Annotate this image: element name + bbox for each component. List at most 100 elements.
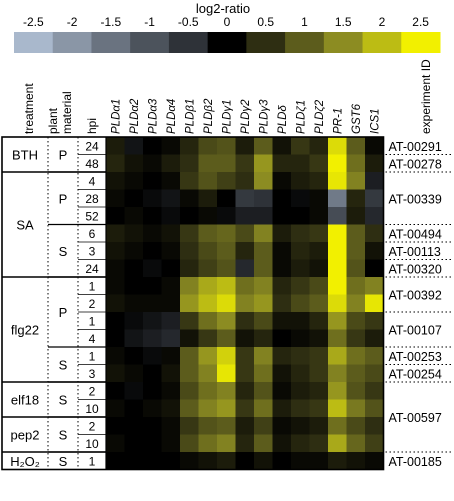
heatmap-cell xyxy=(365,329,384,348)
heatmap-cell xyxy=(143,259,162,278)
heatmap-cell xyxy=(365,242,384,260)
heatmap-cell xyxy=(309,277,329,295)
heatmap-cell xyxy=(161,452,181,470)
heatmap-cell xyxy=(198,137,218,155)
heatmap-cell xyxy=(198,259,218,278)
heatmap-cell xyxy=(272,399,292,418)
heatmap-cell xyxy=(254,242,273,260)
heatmap-cell xyxy=(235,242,255,260)
heatmap-cell xyxy=(309,172,329,190)
heatmap-cell xyxy=(180,137,199,155)
heatmap-cell xyxy=(198,417,218,435)
heatmap-cell xyxy=(198,364,218,383)
gene-label: PLDα4 xyxy=(166,99,178,134)
heatmap-cell xyxy=(161,329,181,348)
heatmap-cell xyxy=(328,294,347,313)
heatmap-cell xyxy=(106,382,125,400)
heatmap-cell xyxy=(291,137,310,155)
heatmap-cell xyxy=(161,312,181,330)
heatmap-cell xyxy=(143,137,162,155)
heatmap-cell xyxy=(272,452,292,470)
heatmap-cell xyxy=(272,312,292,330)
heatmap-cell xyxy=(328,242,347,260)
heatmap-cell xyxy=(106,329,125,348)
heatmap-cell xyxy=(124,154,144,173)
heatmap-cell xyxy=(217,312,236,330)
heatmap-cell xyxy=(346,137,366,155)
heatmap-cell xyxy=(365,364,384,383)
heatmap-cell xyxy=(161,189,181,208)
heatmap-cell xyxy=(328,277,347,295)
heatmap-cell xyxy=(291,294,310,313)
heatmap-cell xyxy=(254,364,273,383)
heatmap-cell xyxy=(328,382,347,400)
heatmap-cell xyxy=(180,154,199,173)
hpi-label: 52 xyxy=(85,209,99,223)
experiment-id: AT-00320 xyxy=(389,262,442,276)
gene-label: PLDζ1 xyxy=(295,100,307,134)
heatmap-cell xyxy=(272,294,292,313)
heatmap-cell xyxy=(180,312,199,330)
heatmap-cell xyxy=(235,347,255,365)
heatmap-cell xyxy=(365,137,384,155)
heatmap-cell xyxy=(309,224,329,243)
heatmap-cell xyxy=(106,364,125,383)
heatmap-cell xyxy=(217,329,236,348)
heatmap-cell xyxy=(272,137,292,155)
heatmap-cell xyxy=(161,294,181,313)
heatmap-cell xyxy=(272,154,292,173)
gene-label: PLDδ xyxy=(277,105,289,134)
gene-label: PLDγ3 xyxy=(258,99,270,134)
heatmap-cell xyxy=(291,452,310,470)
heatmap-cell xyxy=(254,172,273,190)
colorbar-tick-label: 2.5 xyxy=(412,15,429,29)
heatmap-cell xyxy=(180,347,199,365)
heatmap-cell xyxy=(328,417,347,435)
colorbar-segment xyxy=(246,32,286,53)
heatmap-cell xyxy=(124,434,144,453)
heatmap-cell xyxy=(272,242,292,260)
heatmap-cell xyxy=(235,224,255,243)
heatmap-cell xyxy=(328,452,347,470)
heatmap-cell xyxy=(309,364,329,383)
heatmap-cell xyxy=(217,434,236,453)
heatmap-cell xyxy=(143,224,162,243)
heatmap-cell xyxy=(106,399,125,418)
heatmap-cell xyxy=(254,417,273,435)
colorbar-tick-label: -1.5 xyxy=(100,15,121,29)
heatmap-cell xyxy=(143,312,162,330)
heatmap-cell xyxy=(328,347,347,365)
gene-label: PLDγ1 xyxy=(221,99,233,134)
row-labels: BTHSAflg22elf18pep2H₂O₂PPSPSSSS244842852… xyxy=(1,136,452,471)
heatmap-cell xyxy=(235,364,255,383)
experiment-id: AT-00392 xyxy=(389,289,442,303)
experiment-id: AT-00278 xyxy=(389,157,442,171)
heatmap-cell xyxy=(254,189,273,208)
heatmap-cell xyxy=(291,277,310,295)
colorbar-tick-label: 0 xyxy=(224,15,231,29)
heatmap-cell xyxy=(180,189,199,208)
heatmap-cell xyxy=(291,312,310,330)
heatmap-cell xyxy=(161,417,181,435)
heatmap-cell xyxy=(124,347,144,365)
heatmap-cell xyxy=(106,347,125,365)
colorbar-tick-label: -2.5 xyxy=(23,15,44,29)
heatmap-cell xyxy=(365,259,384,278)
heatmap-cell xyxy=(235,399,255,418)
heatmap-cell xyxy=(143,399,162,418)
heatmap-cell xyxy=(328,434,347,453)
heatmap-cell xyxy=(180,364,199,383)
heatmap-cell xyxy=(217,294,236,313)
heatmap-cell xyxy=(161,364,181,383)
heatmap-cell xyxy=(272,347,292,365)
heatmap-cell xyxy=(346,242,366,260)
heatmap-cell xyxy=(124,259,144,278)
heatmap-cell xyxy=(365,189,384,208)
heatmap-cell xyxy=(365,347,384,365)
heatmap-cell xyxy=(217,172,236,190)
material-label: S xyxy=(59,244,68,259)
heatmap-cell xyxy=(124,172,144,190)
heatmap-cell xyxy=(143,294,162,313)
colorbar: -2.5 -2 -1.5 -1 -0.5 0 0.5 1 1.5 2 2.5 xyxy=(14,15,441,53)
